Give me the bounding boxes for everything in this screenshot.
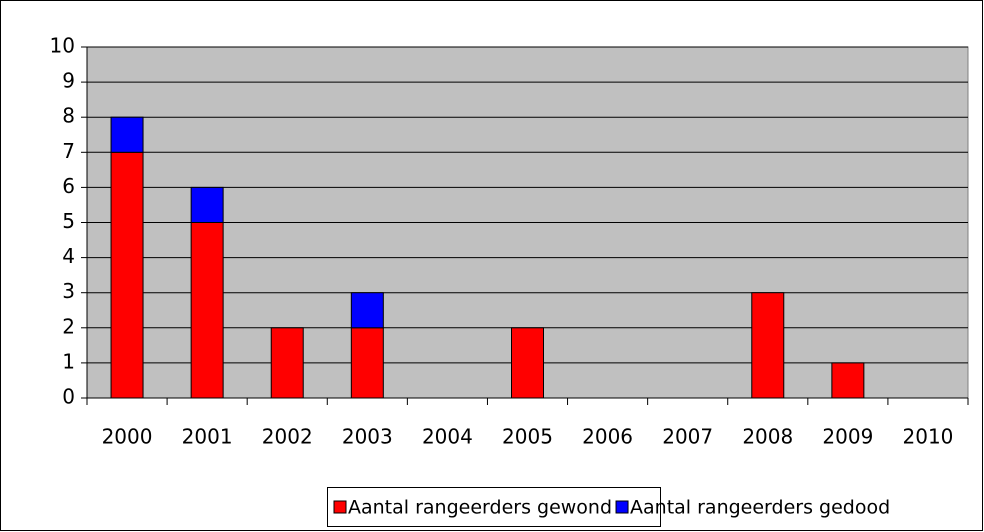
y-tick-label: 4 <box>62 244 75 268</box>
legend-label: Aantal rangeerders gewond <box>348 497 612 519</box>
x-tick-label: 2005 <box>502 425 553 449</box>
x-tick-label: 2010 <box>903 425 954 449</box>
x-tick-label: 2002 <box>262 425 313 449</box>
legend-box <box>327 487 661 527</box>
bar <box>110 116 144 153</box>
y-tick-label: 1 <box>62 349 75 373</box>
x-tick-label: 2004 <box>422 425 473 449</box>
bar <box>350 327 384 399</box>
bar <box>190 186 224 223</box>
bar <box>350 292 384 329</box>
x-tick-label: 2003 <box>342 425 393 449</box>
legend-swatch <box>615 500 629 514</box>
bar <box>110 151 144 399</box>
bar <box>831 362 865 399</box>
y-tick-label: 6 <box>62 174 75 198</box>
y-tick-label: 2 <box>62 314 75 338</box>
y-tick-label: 5 <box>62 209 75 233</box>
y-tick-label: 8 <box>62 104 75 128</box>
y-tick-label: 9 <box>62 69 75 93</box>
y-tick-label: 0 <box>62 385 75 409</box>
y-tick-label: 7 <box>62 139 75 163</box>
bar <box>511 327 544 399</box>
bar <box>270 327 304 399</box>
legend-swatch <box>333 500 347 514</box>
x-tick-label: 2000 <box>102 425 153 449</box>
legend-label: Aantal rangeerders gedood <box>630 497 890 519</box>
x-tick-label: 2006 <box>582 425 633 449</box>
x-tick-label: 2008 <box>742 425 793 449</box>
x-tick-label: 2009 <box>822 425 873 449</box>
bar <box>190 222 224 399</box>
bar <box>751 292 785 399</box>
y-tick-label: 10 <box>50 34 75 58</box>
y-tick-label: 3 <box>62 279 75 303</box>
x-tick-label: 2001 <box>182 425 233 449</box>
x-tick-label: 2007 <box>662 425 713 449</box>
